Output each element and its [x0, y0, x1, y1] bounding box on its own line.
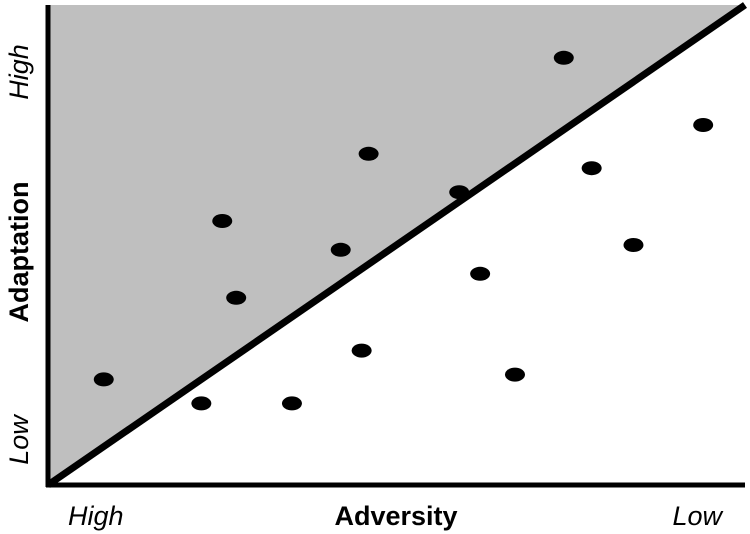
point-below-diagonal-3 [351, 343, 372, 358]
x-axis-title: Adversity [334, 501, 457, 531]
y-axis-end-label: High [4, 44, 34, 100]
point-below-diagonal-8 [693, 118, 714, 132]
point-above-diagonal-6 [449, 185, 470, 200]
point-below-diagonal-7 [623, 238, 644, 252]
data-points [93, 50, 714, 411]
point-above-diagonal-5 [358, 146, 379, 161]
point-below-diagonal-5 [504, 367, 525, 382]
y-axis-title: Adaptation [4, 182, 34, 323]
point-above-diagonal-7 [553, 50, 574, 65]
x-axis-end-label: Low [672, 501, 723, 531]
point-above-diagonal-4 [330, 242, 351, 257]
point-below-diagonal-4 [470, 266, 491, 281]
y-axis-start-label: Low [4, 414, 34, 465]
point-below-diagonal-6 [581, 161, 602, 176]
point-above-diagonal-1 [93, 372, 114, 387]
diagonal-boundary-line [46, 2, 747, 488]
point-above-diagonal-3 [226, 290, 247, 305]
point-above-diagonal-2 [212, 214, 233, 228]
point-below-diagonal-1 [191, 396, 212, 411]
x-axis-start-label: High [68, 501, 124, 531]
point-below-diagonal-2 [281, 396, 302, 411]
